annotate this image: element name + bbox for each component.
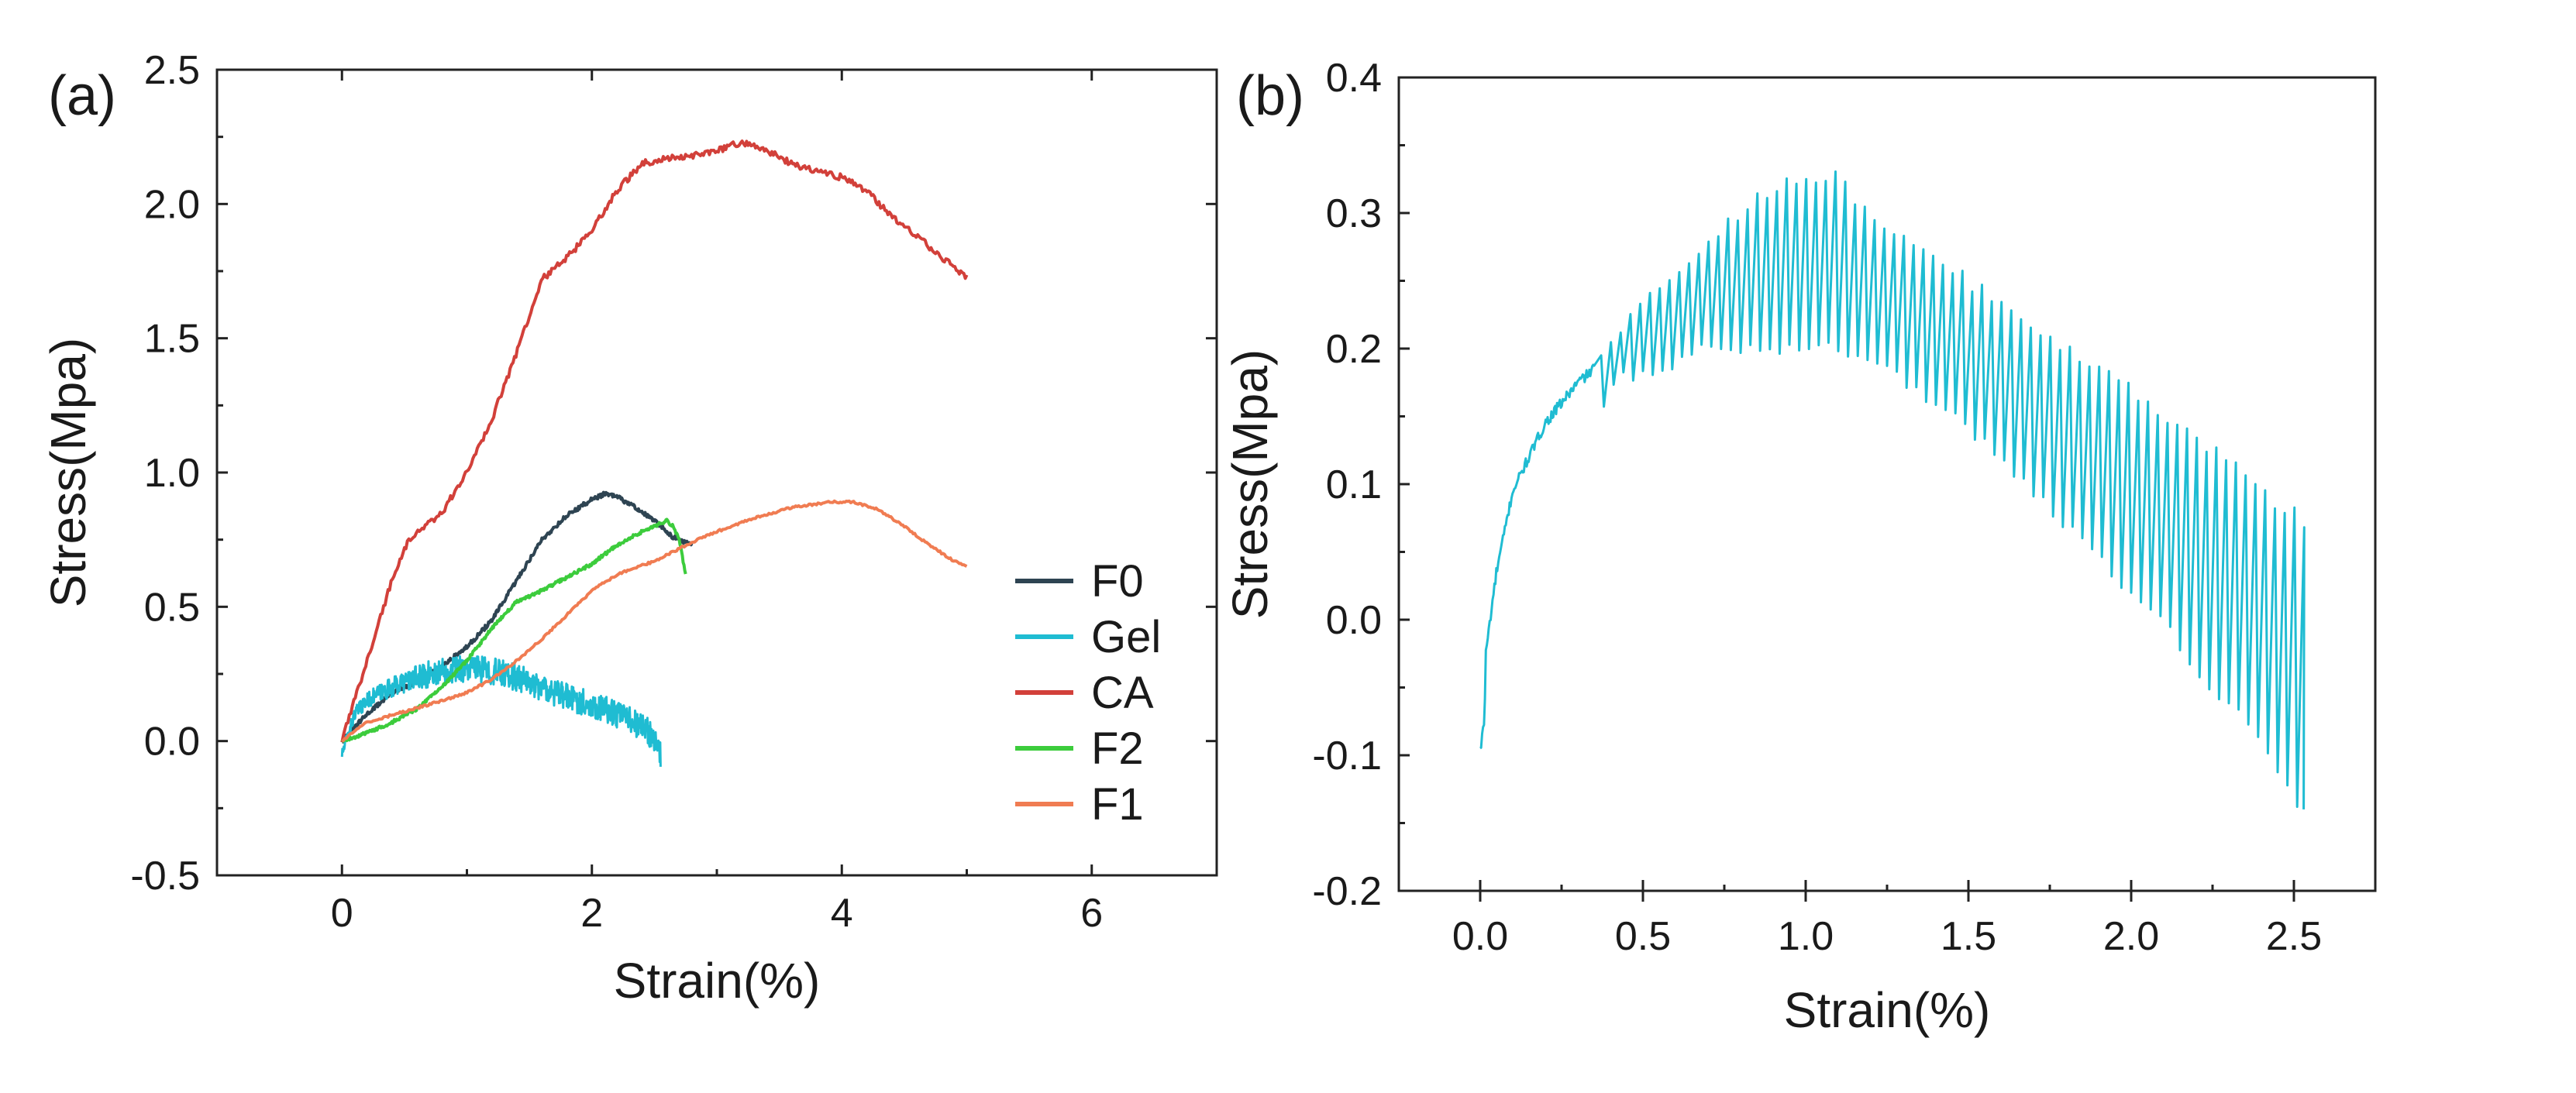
y-tick-label: 0.2 (1326, 327, 1382, 372)
panel-a-series-group (340, 139, 969, 767)
x-tick-label: 2.0 (2103, 914, 2159, 959)
x-tick-label: 6 (1080, 891, 1103, 936)
legend-label: CA (1091, 668, 1154, 718)
panel-a-plot-frame (215, 68, 1218, 877)
legend-label: F0 (1091, 556, 1144, 607)
panel-b-label: (b) (1236, 65, 1304, 127)
legend-item-ca: CA (1015, 668, 1154, 718)
x-tick-label: 0.0 (1452, 914, 1508, 959)
panel-b-x-axis-title: Strain(%) (1784, 982, 1991, 1038)
x-tick-label: 4 (831, 891, 853, 936)
x-tick-label: 0 (331, 891, 353, 936)
x-tick-label: 0.5 (1615, 914, 1671, 959)
panel-a-label: (a) (48, 65, 116, 127)
legend-item-f0: F0 (1015, 556, 1144, 607)
series-line-f0 (341, 490, 694, 744)
series-line-f1 (341, 499, 968, 743)
series-line-gel (1479, 170, 2306, 809)
y-tick-label: -0.1 (1312, 734, 1382, 779)
y-tick-label: 0.0 (1326, 598, 1382, 643)
y-tick-label: 0.4 (1326, 56, 1382, 101)
legend-item-gel: Gel (1015, 612, 1161, 662)
panel-b: (b) -0.2 -0.1 0.0 0.1 0.2 0.3 0.4 0.0 0.5 1.0 1.5… (1222, 56, 2377, 1038)
panel-a-x-axis-title: Strain(%) (614, 953, 821, 1009)
panel-b-y-axis: -0.2 -0.1 0.0 0.1 0.2 0.3 0.4 (1312, 56, 1410, 914)
legend-item-f2: F2 (1015, 724, 1144, 774)
y-tick-label: 0.5 (144, 585, 200, 630)
legend-label: Gel (1091, 612, 1161, 662)
panel-a: (a) -0.5 0.0 0.5 1.0 1.5 2.0 2.5 0 2 4 6 Strain(%… (40, 48, 1218, 1009)
panel-b-series-group (1479, 170, 2306, 809)
y-tick-label: 0.0 (144, 720, 200, 765)
y-tick-label: 1.0 (144, 451, 200, 496)
panel-a-y-axis: -0.5 0.0 0.5 1.0 1.5 2.0 2.5 (130, 48, 1217, 899)
panel-a-x-axis: 0 2 4 6 (215, 70, 1218, 936)
legend-label: F2 (1091, 724, 1144, 774)
x-tick-label: 2.5 (2266, 914, 2322, 959)
legend-label: F1 (1091, 779, 1144, 830)
panel-b-plot-frame (1397, 76, 2377, 892)
x-tick-label: 1.0 (1778, 914, 1834, 959)
y-tick-label: 1.5 (144, 317, 200, 362)
y-tick-label: -0.5 (130, 854, 200, 899)
y-tick-label: 0.3 (1326, 191, 1382, 236)
legend-item-f1: F1 (1015, 779, 1144, 830)
panel-b-y-axis-title: Stress(Mpa) (1222, 349, 1278, 620)
x-tick-label: 1.5 (1941, 914, 1996, 959)
y-tick-label: 2.5 (144, 48, 200, 93)
y-tick-label: 2.0 (144, 182, 200, 227)
x-tick-label: 2 (580, 891, 603, 936)
series-line-ca (340, 139, 969, 743)
y-tick-label: -0.2 (1312, 869, 1382, 914)
series-line-f2 (341, 517, 687, 743)
y-tick-label: 0.1 (1326, 462, 1382, 507)
panel-b-x-axis: 0.0 0.5 1.0 1.5 2.0 2.5 (1397, 880, 2377, 959)
panel-a-y-axis-title: Stress(Mpa) (40, 338, 96, 608)
